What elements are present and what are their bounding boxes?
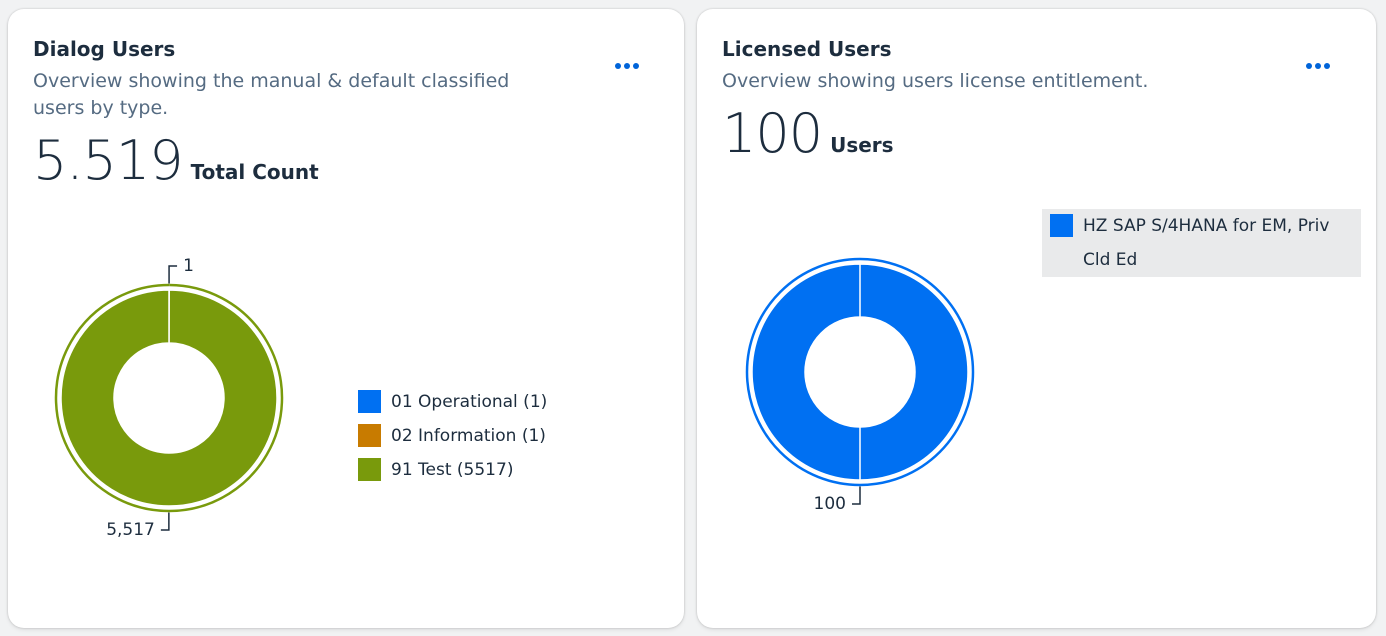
data-label: 100 [814,494,846,514]
kpi-value: 5.519 [33,129,184,192]
legend-label: HZ SAP S/4HANA for EM, Priv Cld Ed [1083,216,1330,270]
slice-outline [54,283,284,513]
card: Dialog Users Overview showing the manual… [8,9,684,628]
donut-slice [60,289,278,507]
legend: HZ SAP S/4HANA for EM, Priv Cld Ed [1042,209,1361,277]
slice-outline [745,257,975,487]
legend-label: 01 Operational (1) [391,392,548,412]
kpi-unit: Total Count [190,160,319,184]
card: Licensed Users Overview showing users li… [697,9,1376,628]
legend-item: HZ SAP S/4HANA for EM, Priv Cld Ed [1042,209,1361,277]
card-title: Licensed Users [722,37,892,61]
kpi: 5.519 Total Count [33,126,659,196]
legend-item: 91 Test (5517) [358,453,547,487]
data-label: 5,517 [106,520,155,540]
leader-line [168,265,178,284]
legend-item: 01 Operational (1) [358,385,547,419]
legend-swatch [358,458,381,481]
more-button[interactable] [613,59,643,73]
card-title: Dialog Users [33,37,176,61]
card-subtitle: Overview showing the manual & default cl… [33,70,510,119]
data-label: 1 [183,256,194,276]
kpi-value: 100 [722,102,823,165]
donut-slice [751,263,969,481]
kpi-unit: Users [830,133,894,157]
legend-swatch [358,390,381,413]
legend: 01 Operational (1) 02 Information (1) 91 T… [358,385,547,487]
legend-swatch [358,424,381,447]
more-button[interactable] [1304,59,1334,73]
legend-label: 91 Test (5517) [391,460,514,480]
leader-line [852,486,861,505]
legend-label: 02 Information (1) [391,426,546,446]
leader-line [160,512,170,531]
kpi: 100 Users [722,99,1351,169]
legend-swatch [1050,214,1073,237]
legend-item: 02 Information (1) [358,419,547,453]
donut-chart: 100 [745,257,975,514]
card-subtitle: Overview showing users license entitleme… [722,70,1149,92]
donut-chart: 1 5,517 [54,256,284,540]
